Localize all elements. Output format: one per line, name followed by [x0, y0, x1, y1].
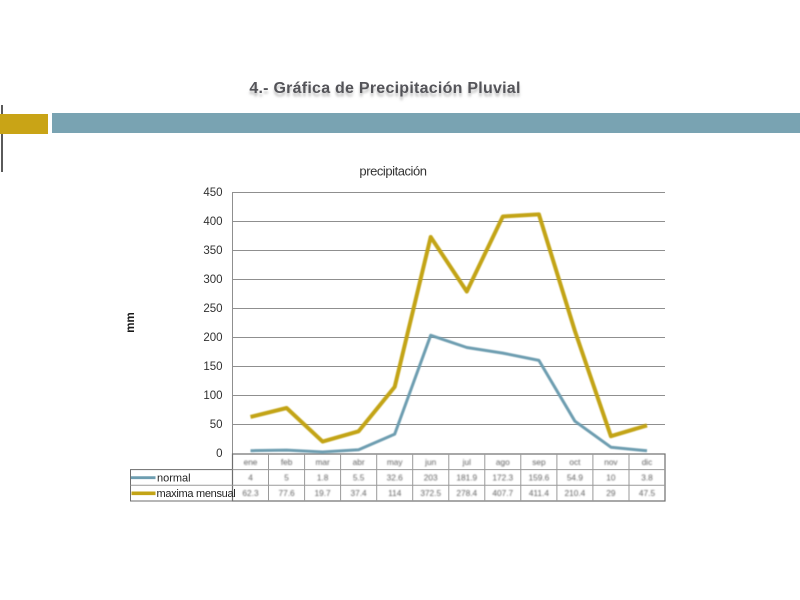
svg-text:ene: ene [244, 457, 258, 467]
svg-text:350: 350 [203, 245, 222, 257]
svg-text:ago: ago [496, 457, 510, 467]
svg-text:nov: nov [604, 457, 618, 467]
svg-text:precipitación: precipitación [359, 164, 426, 179]
svg-text:411.4: 411.4 [529, 488, 550, 498]
svg-text:400: 400 [203, 216, 222, 228]
svg-text:4: 4 [248, 473, 253, 483]
svg-text:feb: feb [281, 457, 293, 467]
svg-text:10: 10 [606, 473, 616, 483]
svg-text:150: 150 [203, 361, 222, 373]
svg-text:19.7: 19.7 [315, 488, 332, 498]
svg-text:54.9: 54.9 [567, 473, 584, 483]
svg-text:62.3: 62.3 [242, 488, 259, 498]
svg-text:210.4: 210.4 [565, 488, 586, 498]
svg-text:dic: dic [642, 457, 653, 467]
svg-text:jun: jun [424, 457, 436, 467]
svg-text:250: 250 [203, 303, 222, 315]
svg-text:50: 50 [210, 419, 223, 431]
svg-text:100: 100 [203, 390, 222, 402]
svg-text:32.6: 32.6 [387, 473, 404, 483]
svg-text:372.5: 372.5 [420, 488, 441, 498]
svg-text:maxima mensual: maxima mensual [157, 488, 236, 500]
svg-text:159.6: 159.6 [529, 473, 550, 483]
svg-text:203: 203 [424, 473, 438, 483]
svg-text:278.4: 278.4 [456, 488, 477, 498]
svg-text:450: 450 [203, 187, 222, 199]
svg-text:172.3: 172.3 [492, 473, 513, 483]
svg-text:3.8: 3.8 [641, 473, 653, 483]
svg-text:mar: mar [315, 457, 330, 467]
svg-text:0: 0 [216, 448, 222, 460]
svg-text:5.5: 5.5 [353, 473, 365, 483]
svg-text:mm: mm [125, 312, 137, 332]
svg-text:29: 29 [606, 488, 616, 498]
svg-text:sep: sep [532, 457, 546, 467]
svg-text:300: 300 [203, 274, 222, 286]
svg-text:77.6: 77.6 [279, 488, 296, 498]
svg-text:181.9: 181.9 [456, 473, 477, 483]
svg-text:may: may [387, 457, 404, 467]
svg-text:jul: jul [462, 457, 471, 467]
svg-text:47.5: 47.5 [639, 488, 656, 498]
svg-text:5: 5 [284, 473, 289, 483]
svg-text:407.7: 407.7 [492, 488, 513, 498]
svg-text:200: 200 [203, 332, 222, 344]
svg-text:normal: normal [157, 473, 191, 485]
svg-text:1.8: 1.8 [317, 473, 329, 483]
svg-text:abr: abr [353, 457, 365, 467]
svg-text:37.4: 37.4 [351, 488, 368, 498]
svg-text:oct: oct [569, 457, 581, 467]
svg-text:114: 114 [388, 488, 402, 498]
